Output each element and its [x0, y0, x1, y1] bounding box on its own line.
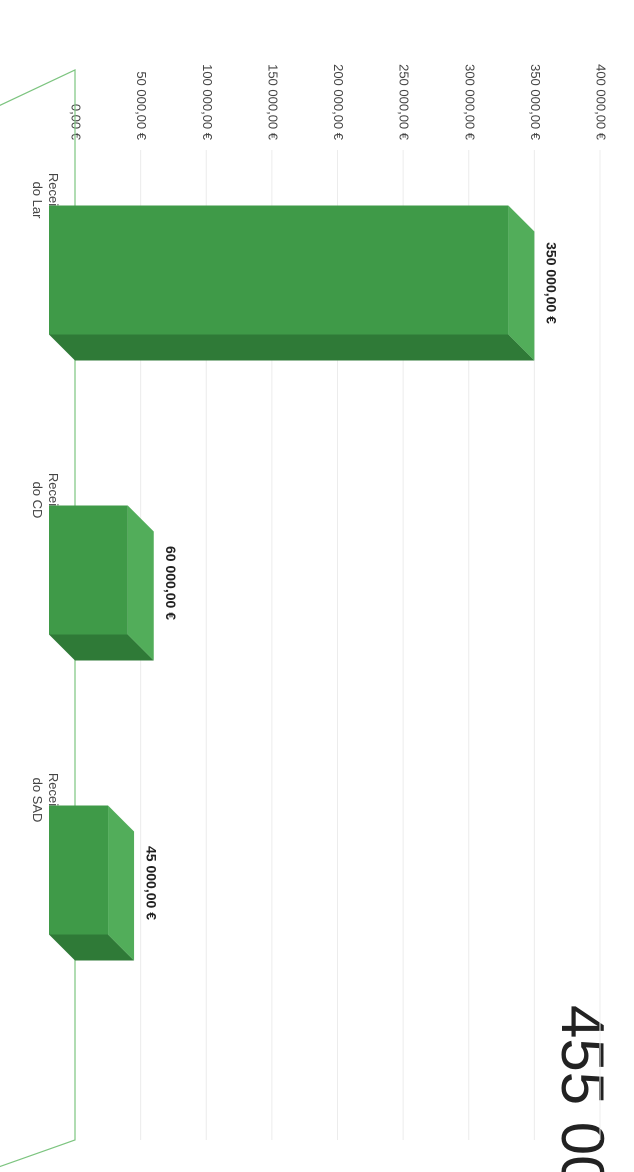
y-tick-label: 150 000,00 €: [265, 64, 280, 141]
bar: [49, 205, 509, 335]
bar-top: [508, 205, 535, 361]
bar-top: [108, 805, 135, 961]
y-tick-label: 0,00 €: [69, 104, 84, 141]
value-label: 60 000,00 €: [163, 546, 179, 620]
y-tick-label: 400 000,00 €: [594, 64, 609, 141]
y-tick-label: 200 000,00 €: [331, 64, 346, 141]
bar: [49, 805, 109, 935]
bar-side: [49, 334, 535, 361]
y-tick-label: 250 000,00 €: [397, 64, 412, 141]
y-tick-label: 300 000,00 €: [462, 64, 477, 141]
floor: [0, 69, 76, 1171]
y-tick-label: 100 000,00 €: [200, 64, 215, 141]
x-tick-line: do SAD: [30, 778, 45, 823]
value-label: 350 000,00 €: [544, 242, 560, 324]
x-tick-line: do CD: [30, 482, 45, 519]
total-annotation: 455 00: [549, 1005, 616, 1172]
rotated-chart: 455 00 0,00 € 50 000,00 € 100 000,00 € 150 …: [0, 64, 616, 1172]
x-tick-line: do Lar: [30, 182, 45, 220]
value-label: 45 000,00 €: [143, 846, 159, 920]
bar-top: [127, 505, 154, 661]
y-tick-label: 350 000,00 €: [528, 64, 543, 141]
bar-side: [49, 934, 135, 961]
y-tick-label: 50 000,00 €: [134, 71, 149, 140]
bar-side: [49, 634, 154, 661]
bar: [49, 505, 128, 635]
